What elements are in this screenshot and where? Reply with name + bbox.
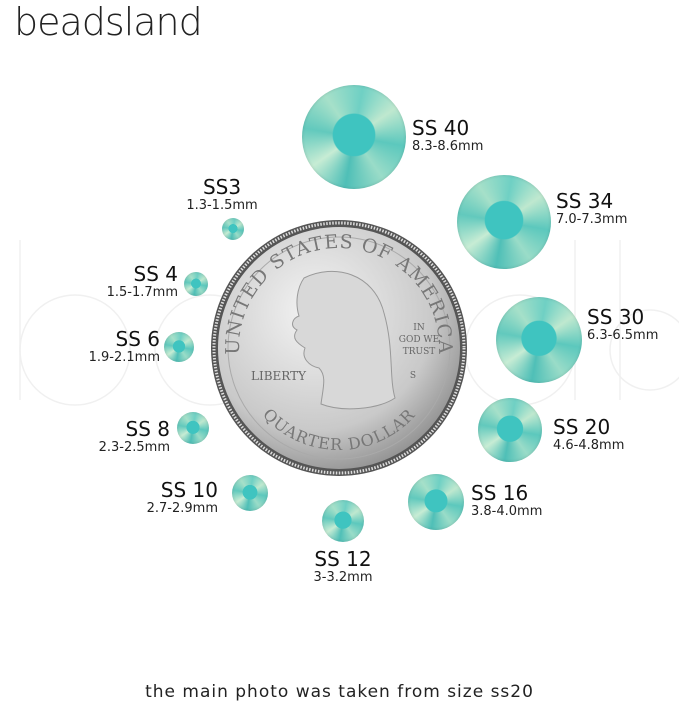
size-label: SS 30 6.3-6.5mm [587,306,658,344]
size-mm: 2.7-2.9mm [146,501,218,516]
size-mm: 1.5-1.7mm [106,285,178,300]
rhinestone-ss20 [478,398,542,462]
rhinestone-ss3 [222,218,244,240]
coin-mint-mark: S [410,371,416,381]
size-mm: 1.9-2.1mm [88,350,160,365]
size-label: SS 8 2.3-2.5mm [70,418,170,456]
size-mm: 6.3-6.5mm [587,328,659,343]
rhinestone-ss12 [322,500,364,542]
size-mm: 3-3.2mm [313,570,373,585]
rhinestone-ss10 [232,475,268,511]
size-label: SS3 1.3-1.5mm [172,176,272,214]
rhinestone-ss30 [496,297,582,383]
coin-motto-2: GOD WE [399,335,439,345]
size-label: SS 6 1.9-2.1mm [60,328,160,366]
size-name: SS 30 [587,305,645,329]
size-name: SS 16 [471,481,529,505]
size-mm: 8.3-8.6mm [412,139,484,154]
size-mm: 7.0-7.3mm [556,212,628,227]
rhinestone-ss8 [177,412,209,444]
size-label: SS 16 3.8-4.0mm [471,482,542,520]
size-name: SS 34 [556,189,614,213]
coin-motto-3: TRUST [403,347,436,357]
caption: the main photo was taken from size ss20 [145,682,534,702]
rhinestone-ss6 [164,332,194,362]
size-label: SS 20 4.6-4.8mm [553,416,624,454]
coin-liberty: LIBERTY [251,369,307,383]
rhinestone-ss40 [302,85,406,189]
size-name: SS 4 [133,262,178,286]
size-mm: 3.8-4.0mm [471,504,543,519]
rhinestone-ss16 [408,474,464,530]
size-name: SS3 [202,175,242,199]
size-label: SS 40 8.3-8.6mm [412,117,483,155]
size-name: SS 6 [115,327,160,351]
size-label: SS 10 2.7-2.9mm [110,479,218,517]
coin-motto-1: IN [413,323,425,333]
size-mm: 1.3-1.5mm [186,198,258,213]
size-label: SS 12 3-3.2mm [293,548,393,586]
size-mm: 2.3-2.5mm [98,440,170,455]
brand-logo: beadsland [14,0,203,44]
quarter-coin: UNITED STATES OF AMERICA QUARTER DOLLAR … [211,220,467,476]
size-label: SS 34 7.0-7.3mm [556,190,627,228]
washington-portrait [292,270,396,410]
size-mm: 4.6-4.8mm [553,438,625,453]
size-name: SS 20 [553,415,611,439]
size-name: SS 40 [412,116,470,140]
rhinestone-ss4 [184,272,208,296]
size-name: SS 10 [160,478,218,502]
size-name: SS 8 [125,417,170,441]
rhinestone-ss34 [457,175,551,269]
size-name: SS 12 [314,547,372,571]
size-label: SS 4 1.5-1.7mm [70,263,178,301]
